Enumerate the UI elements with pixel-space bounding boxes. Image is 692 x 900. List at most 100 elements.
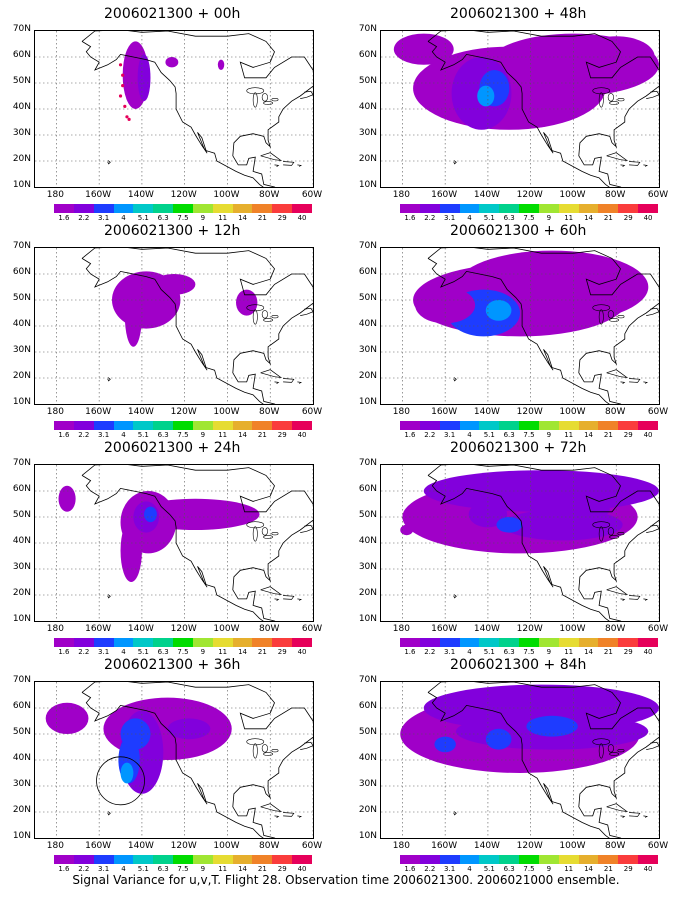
latitude-label: 10N — [358, 614, 377, 624]
island-outline — [620, 598, 626, 601]
island-outline — [606, 803, 629, 813]
colorbar-label: 14 — [584, 648, 593, 656]
flight-track-point — [127, 117, 131, 121]
island-outline — [260, 586, 283, 596]
latitude-label: 10N — [12, 397, 31, 407]
colorbar-label: 29 — [623, 648, 633, 656]
island-outline — [297, 381, 303, 384]
colorbar-label: 29 — [623, 865, 633, 873]
latitude-label: 40N — [358, 319, 377, 329]
colorbar-label: 6.3 — [503, 648, 515, 656]
map-panel — [34, 464, 314, 622]
panel-title: 2006021300 + 48h — [450, 6, 587, 22]
longitude-label: 100W — [559, 190, 586, 200]
map-canvas — [381, 31, 659, 187]
variance-region — [144, 506, 157, 523]
latitude-label: 70N — [12, 675, 31, 685]
longitude-label: 100W — [213, 841, 240, 851]
latitude-label: 70N — [12, 241, 31, 251]
colorbar-swatch — [272, 204, 293, 213]
colorbar-swatch — [54, 638, 74, 647]
colorbar-swatch — [578, 855, 599, 864]
longitude-label: 100W — [213, 624, 240, 634]
colorbar-swatch — [459, 421, 480, 430]
colorbar-swatch — [499, 204, 520, 213]
colorbar-label: 5.1 — [137, 431, 149, 439]
longitude-label: 140W — [127, 407, 154, 417]
colorbar-label: 2.2 — [78, 214, 90, 222]
latitude-label: 60N — [358, 267, 377, 277]
colorbar-swatch — [73, 855, 94, 864]
island-outline — [643, 598, 649, 601]
colorbar-label: 1.6 — [404, 865, 416, 873]
colorbar-label: 3.1 — [444, 214, 456, 222]
colorbar-swatch — [479, 638, 500, 647]
colorbar-swatch — [558, 638, 579, 647]
colorbar-swatch — [519, 855, 539, 864]
longitude-label: 160W — [85, 407, 112, 417]
lake-outline — [252, 526, 258, 542]
colorbar-swatch — [113, 855, 134, 864]
latitude-label: 20N — [12, 154, 31, 164]
colorbar-swatch — [173, 204, 193, 213]
latitude-label: 10N — [12, 180, 31, 190]
colorbar-label: 40 — [297, 431, 307, 439]
latitude-label: 60N — [12, 267, 31, 277]
island-outline — [274, 381, 280, 384]
lake-outline — [592, 521, 611, 529]
longitude-label: 140W — [473, 624, 500, 634]
latitude-label: 50N — [358, 293, 377, 303]
colorbar-label: 7.5 — [523, 865, 535, 873]
colorbar-label: 6.3 — [503, 431, 515, 439]
colorbar-swatch — [459, 855, 480, 864]
colorbar-swatch — [459, 204, 480, 213]
longitude-label: 180 — [392, 841, 410, 851]
colorbar-label: 1.6 — [58, 865, 70, 873]
colorbar-label: 5.1 — [137, 214, 149, 222]
target-circle — [96, 756, 145, 806]
map-canvas — [35, 248, 313, 404]
lake-outline — [252, 92, 258, 108]
colorbar-label: 9 — [546, 865, 552, 873]
panel-title: 2006021300 + 24h — [104, 440, 241, 456]
colorbar-label: 11 — [564, 214, 574, 222]
lake-outline — [246, 304, 265, 312]
island-outline — [283, 595, 295, 600]
lake-outline — [609, 318, 620, 322]
colorbar-label: 21 — [603, 431, 613, 439]
lake-outline — [617, 749, 625, 753]
latitude-label: 60N — [358, 701, 377, 711]
colorbar-swatch — [252, 421, 273, 430]
longitude-label: 160W — [85, 841, 112, 851]
colorbar-label: 1.6 — [58, 214, 70, 222]
variance-region — [567, 498, 610, 520]
colorbar-label: 6.3 — [157, 431, 169, 439]
longitude-label: 160W — [85, 190, 112, 200]
longitude-label: 160W — [431, 841, 458, 851]
island-outline — [646, 307, 659, 316]
colorbar-label: 14 — [584, 865, 593, 873]
lake-outline — [261, 310, 268, 319]
latitude-label: 70N — [358, 24, 377, 34]
colorbar-swatch — [153, 421, 174, 430]
colorbar-swatch — [578, 638, 599, 647]
lake-outline — [598, 92, 604, 108]
variance-region — [400, 524, 414, 536]
variance-region — [58, 485, 76, 512]
longitude-label: 80W — [605, 841, 626, 851]
lake-outline — [246, 87, 265, 95]
longitude-label: 120W — [516, 407, 543, 417]
colorbar-label: 29 — [277, 431, 287, 439]
longitude-label: 180 — [392, 624, 410, 634]
colorbar-swatch — [232, 421, 253, 430]
lake-outline — [271, 315, 279, 319]
colorbar-swatch — [638, 421, 658, 430]
island-outline — [629, 161, 641, 166]
colorbar-swatch — [272, 421, 293, 430]
latitude-label: 60N — [358, 484, 377, 494]
colorbar-swatch — [192, 204, 213, 213]
colorbar-swatch — [479, 855, 500, 864]
colorbar-swatch — [598, 421, 619, 430]
map-panel — [34, 30, 314, 188]
colorbar-swatch — [93, 204, 114, 213]
